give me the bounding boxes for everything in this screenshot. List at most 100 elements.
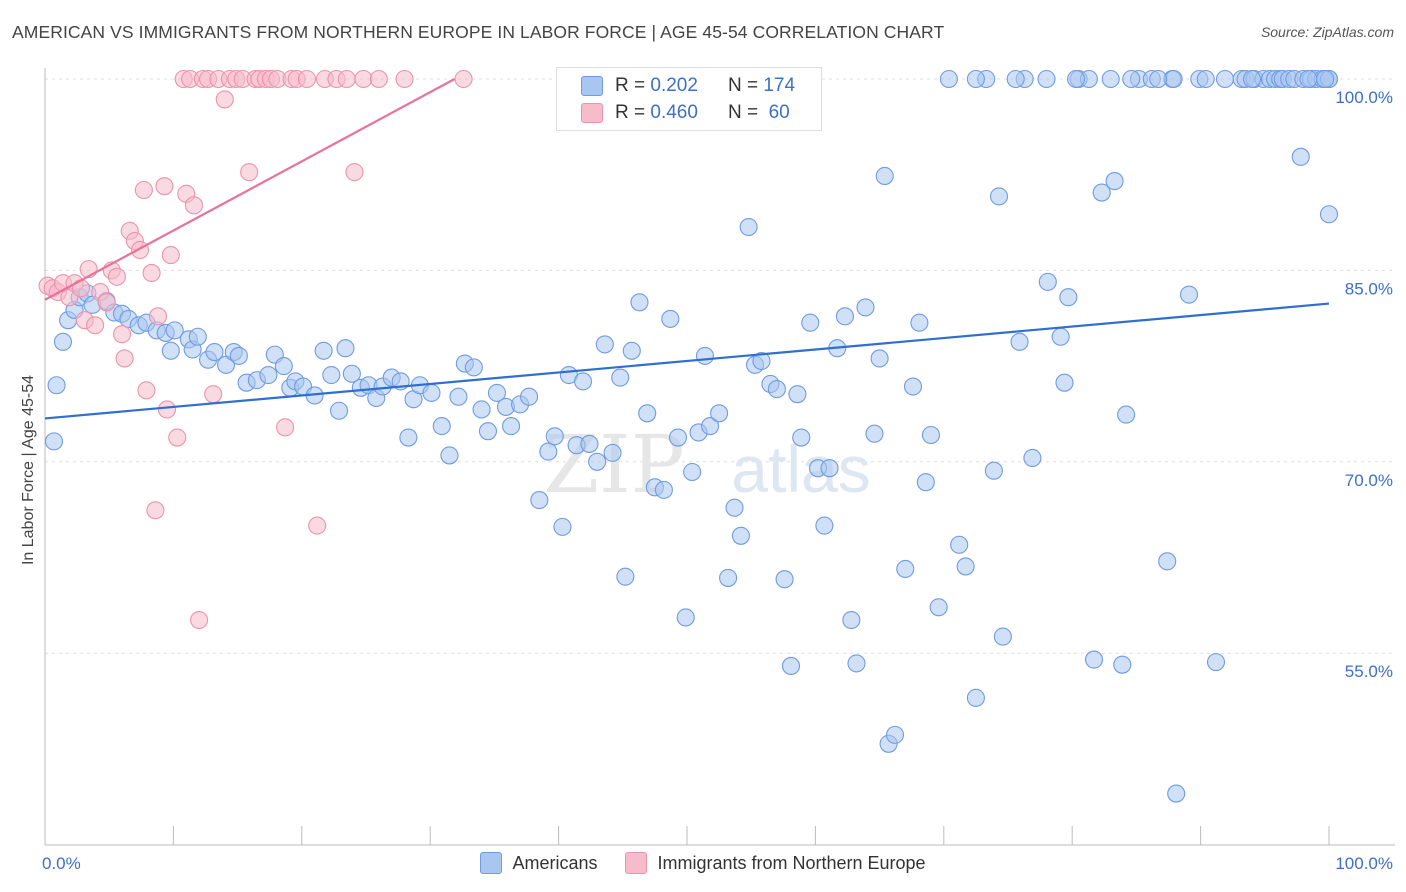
immigrant-point [148, 307, 168, 326]
american-point [616, 567, 635, 586]
american-point [865, 424, 884, 443]
american-point [229, 346, 248, 365]
immigrants-swatch [581, 103, 603, 123]
american-point [1164, 69, 1183, 89]
americans-points [44, 69, 1339, 803]
immigrant-point [146, 501, 165, 520]
american-point [875, 166, 894, 186]
american-point [739, 217, 758, 237]
american-point [336, 339, 355, 358]
american-point [638, 404, 657, 423]
american-point [989, 187, 1009, 206]
source-label: Source: ZipAtlas.com [1260, 24, 1394, 40]
american-point [752, 351, 771, 371]
american-point [1299, 69, 1318, 89]
american-point [767, 380, 786, 399]
american-point [342, 364, 361, 383]
legend-item-immigrants: Immigrants from Northern Europe [625, 852, 926, 874]
legend-row-americans: R = 0.202 N = 174 [581, 74, 795, 98]
americans-swatch [480, 852, 503, 874]
american-point [1006, 69, 1025, 89]
american-point [1158, 552, 1177, 571]
american-point [1023, 448, 1042, 468]
legend-r-value: 0.202 [650, 75, 698, 96]
americans-swatch [581, 76, 603, 96]
american-point [1196, 69, 1215, 89]
chart-title: AMERICAN VS IMMIGRANTS FROM NORTHERN EUR… [12, 22, 945, 42]
american-point [1316, 69, 1335, 89]
american-point [603, 443, 622, 462]
immigrants-trend-line [44, 78, 456, 301]
american-point [553, 517, 572, 536]
american-point [622, 341, 641, 360]
american-point [847, 654, 866, 673]
immigrant-point [161, 246, 180, 265]
immigrant-point [337, 69, 356, 89]
legend-n-label: N = [727, 75, 759, 96]
american-point [1010, 332, 1029, 351]
immigrant-point [369, 69, 388, 89]
legend-n-value: 60 [768, 102, 790, 123]
american-point [1122, 69, 1141, 89]
american-point [1084, 650, 1104, 669]
american-point [788, 385, 807, 404]
legend-row-immigrants: R = 0.460 N = 60 [581, 101, 790, 125]
legend-label-americans: Americans [512, 852, 598, 873]
american-point [775, 570, 794, 589]
american-point [921, 425, 941, 445]
americans-trend-line [44, 302, 1330, 420]
american-point [1105, 172, 1124, 191]
immigrant-point [97, 293, 116, 312]
trend-lines [44, 78, 1330, 420]
american-point [993, 627, 1012, 646]
immigrant-point [395, 69, 414, 89]
american-point [916, 473, 935, 492]
american-point [885, 725, 905, 744]
american-point [842, 610, 861, 630]
y-tick-label: 70.0% [1345, 471, 1393, 490]
american-point [820, 459, 839, 478]
american-point [731, 526, 750, 545]
american-point [695, 346, 715, 365]
american-point [1113, 655, 1132, 674]
american-point [478, 422, 498, 441]
immigrant-point [112, 325, 132, 344]
american-point [188, 327, 207, 346]
immigrant-point [71, 279, 91, 298]
immigrant-point [107, 267, 126, 286]
american-point [464, 358, 483, 377]
stats-legend: R = 0.202 N = 174 R = 0.460 N = 60 [556, 67, 822, 131]
american-point [440, 446, 459, 465]
y-tick-label: 100.0% [1335, 88, 1393, 107]
american-point [792, 428, 811, 447]
legend-r-label: R = [615, 102, 646, 123]
american-point [274, 357, 293, 376]
immigrant-point [240, 163, 259, 182]
immigrant-point [168, 428, 187, 447]
american-point [725, 498, 744, 517]
american-point [472, 400, 491, 419]
immigrants-points [38, 69, 473, 630]
american-point [1067, 69, 1086, 89]
american-point [502, 417, 521, 436]
american-point [896, 559, 915, 579]
american-point [1051, 327, 1070, 346]
legend-label-immigrants: Immigrants from Northern Europe [657, 852, 926, 873]
immigrant-point [86, 316, 105, 335]
american-point [1179, 285, 1199, 304]
american-point [1291, 147, 1310, 166]
american-point [661, 309, 680, 328]
american-point [259, 365, 278, 385]
immigrant-point [134, 180, 153, 200]
american-point [801, 313, 820, 332]
axes [44, 68, 1395, 846]
american-point [487, 383, 507, 402]
american-point [929, 598, 948, 617]
immigrant-point [345, 163, 364, 182]
american-point [966, 69, 985, 89]
immigrant-point [215, 90, 234, 109]
y-axis-label: In Labor Force | Age 45-54 [20, 374, 37, 566]
american-point [47, 376, 66, 395]
immigrant-point [184, 196, 203, 215]
american-point [205, 343, 224, 362]
